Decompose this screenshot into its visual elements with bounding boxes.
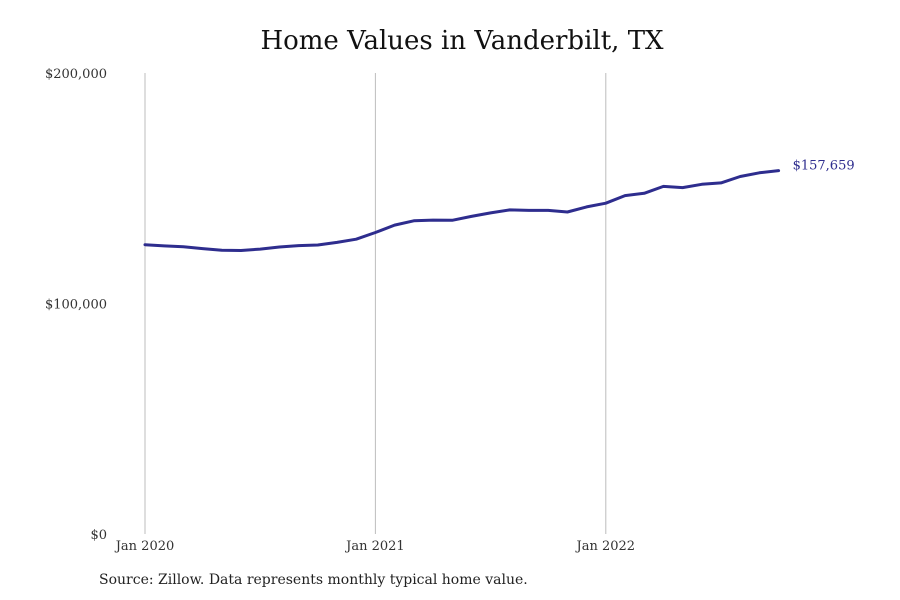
y-tick-label: $200,000	[45, 67, 107, 82]
series-group: $157,659	[143, 159, 855, 252]
source-note: Source: Zillow. Data represents monthly …	[99, 572, 528, 588]
x-tick-label: Jan 2021	[344, 539, 405, 554]
x-tick-label: Jan 2022	[575, 539, 636, 554]
end-value-label: $157,659	[793, 159, 855, 174]
x-tick-label: Jan 2020	[114, 539, 175, 554]
chart-title: Home Values in Vanderbilt, TX	[260, 26, 664, 56]
y-tick-label: $0	[90, 528, 107, 543]
y-axis: $0 $100,000 $200,000	[45, 67, 107, 543]
x-axis: Jan 2020 Jan 2021 Jan 2022	[114, 539, 635, 554]
y-tick-label: $100,000	[45, 298, 107, 313]
grid-lines	[144, 73, 607, 534]
series-line	[143, 169, 781, 252]
